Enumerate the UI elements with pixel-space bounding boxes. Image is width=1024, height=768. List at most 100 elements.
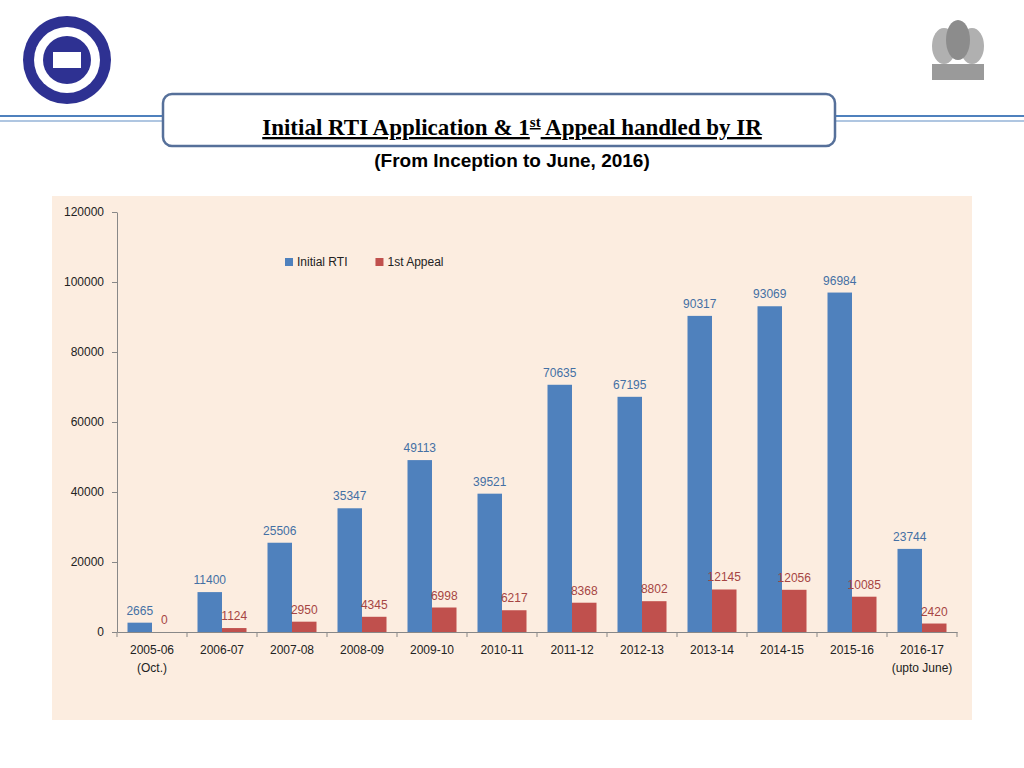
plot-panel [52, 196, 972, 720]
data-label: 11400 [194, 573, 227, 587]
data-label: 12145 [708, 570, 742, 584]
data-label: 8802 [641, 582, 668, 596]
bar [572, 603, 597, 632]
y-tick-label: 0 [97, 625, 104, 639]
x-tick-label: 2014-15 [760, 643, 804, 657]
data-label: 12056 [778, 571, 812, 585]
data-label: 35347 [333, 489, 367, 503]
emblem [932, 20, 984, 80]
data-label: 25506 [263, 524, 297, 538]
bar [688, 316, 713, 632]
x-tick: 2014-15 [760, 643, 804, 657]
y-tick-mark [112, 352, 117, 353]
data-label: 23744 [893, 530, 927, 544]
x-tick: 2008-09 [340, 643, 384, 657]
y-tick-mark [112, 492, 117, 493]
x-tick-label: 2016-17(upto June) [892, 643, 953, 675]
chart-svg: Initial RTI Application & 1st Appeal han… [0, 0, 1024, 768]
y-tick-mark [112, 422, 117, 423]
bar [922, 624, 947, 632]
data-label: 70635 [543, 366, 577, 380]
x-tick: 2007-08 [270, 643, 314, 657]
x-tick: 2013-14 [690, 643, 734, 657]
data-label: 2665 [126, 604, 153, 618]
y-tick: 40000 [71, 485, 117, 499]
data-label: 93069 [753, 287, 787, 301]
bar [362, 617, 387, 632]
legend-label: 1st Appeal [387, 255, 443, 269]
y-tick-mark [112, 212, 117, 213]
x-separator [257, 632, 258, 637]
bar [642, 601, 667, 632]
y-tick-mark [112, 282, 117, 283]
x-separator [677, 632, 678, 637]
bar [198, 592, 223, 632]
y-tick-label: 60000 [71, 415, 105, 429]
x-tick: 2012-13 [620, 643, 664, 657]
bar [152, 632, 177, 633]
y-axis: 0 20000 40000 60000 80000 100000 120000 [64, 205, 118, 639]
legend: Initial RTI 1st Appeal [285, 255, 444, 269]
x-separator [537, 632, 538, 637]
legend-swatch [285, 258, 293, 266]
series-bars [128, 293, 923, 632]
bar [338, 508, 363, 632]
x-tick-label: 2013-14 [690, 643, 734, 657]
x-tick: 2006-07 [200, 643, 244, 657]
x-tick-label: 2015-16 [830, 643, 874, 657]
y-tick-label: 80000 [71, 345, 105, 359]
data-label: 4345 [361, 598, 388, 612]
y-tick: 100000 [64, 275, 117, 289]
x-tick-label: 2008-09 [340, 643, 384, 657]
data-label: 8368 [571, 584, 598, 598]
x-tick-label: 2005-06(Oct.) [130, 643, 174, 675]
data-label: 67195 [613, 378, 647, 392]
bar [268, 543, 293, 632]
bar [292, 622, 317, 632]
y-tick-label: 100000 [64, 275, 104, 289]
y-tick-label: 20000 [71, 555, 105, 569]
bar [432, 608, 457, 632]
x-separator [957, 632, 958, 637]
y-tick: 120000 [64, 205, 117, 219]
data-label: 2420 [921, 605, 948, 619]
y-tick: 20000 [71, 555, 117, 569]
x-tick: 2010-11 [480, 643, 523, 657]
bar [408, 460, 433, 632]
y-tick-label: 40000 [71, 485, 105, 499]
data-label: 10085 [848, 578, 882, 592]
data-label: 1124 [221, 609, 247, 623]
bar [782, 590, 807, 632]
y-tick-mark [112, 632, 117, 633]
y-tick: 80000 [71, 345, 117, 359]
x-separator [187, 632, 188, 637]
logo-core [43, 36, 91, 84]
x-tick-label: 2009-10 [410, 643, 454, 657]
bar [502, 610, 527, 632]
bar [852, 597, 877, 632]
x-separator [887, 632, 888, 637]
x-tick-label: 2011-12 [550, 643, 593, 657]
x-tick: 2009-10 [410, 643, 454, 657]
x-separator [397, 632, 398, 637]
title: Initial RTI Application & 1st Appeal han… [262, 114, 762, 140]
emblem-base [932, 64, 984, 80]
y-tick-mark [112, 562, 117, 563]
data-label: 96984 [823, 274, 857, 288]
x-separator [747, 632, 748, 637]
legend-swatch [375, 258, 383, 266]
x-axis: 2005-06(Oct.) 2006-07 2007-08 2008-09 2009-1… [118, 633, 958, 676]
legend-item: 1st Appeal [375, 255, 443, 269]
logo [23, 16, 111, 104]
bar [222, 628, 247, 632]
page-background [0, 0, 1024, 768]
bar [618, 397, 643, 632]
x-tick: 2016-17(upto June) [892, 643, 953, 675]
legend-label: Initial RTI [297, 255, 347, 269]
x-separator [607, 632, 608, 637]
x-tick: 2005-06(Oct.) [130, 643, 174, 675]
subtitle: (From Inception to June, 2016) [374, 150, 650, 171]
bar [128, 623, 153, 632]
data-label: 6217 [501, 591, 528, 605]
x-tick-label: 2012-13 [620, 643, 664, 657]
